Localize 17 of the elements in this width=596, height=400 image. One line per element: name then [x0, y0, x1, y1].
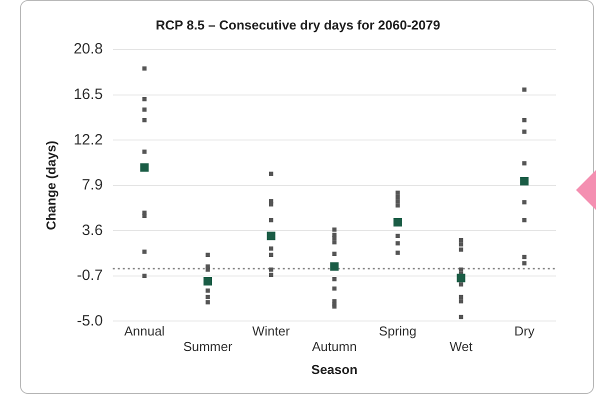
y-tick-label: 3.6	[82, 222, 103, 239]
y-tick-label: 12.2	[74, 131, 103, 148]
y-tick-label: -5.0	[76, 312, 103, 330]
chart-title: RCP 8.5 – Consecutive dry days for 2060-2079	[156, 17, 440, 32]
x-tick-label: Autumn	[312, 339, 357, 354]
x-tick-label: Wet	[450, 339, 473, 354]
y-tick-label: 16.5	[74, 86, 103, 104]
x-axis-title: Season	[311, 362, 358, 377]
x-tick-label: Spring	[378, 324, 416, 339]
x-tick-label: Dry	[514, 324, 535, 339]
x-tick-label: Winter	[252, 324, 291, 339]
y-tick-label: 7.9	[82, 176, 103, 194]
y-axis-title: Change (days)	[43, 140, 58, 230]
x-tick-label: Annual	[124, 324, 165, 339]
y-tick-label: -0.7	[76, 267, 103, 284]
y-tick-label: 20.8	[74, 40, 103, 58]
x-tick-label: Summer	[183, 339, 233, 354]
